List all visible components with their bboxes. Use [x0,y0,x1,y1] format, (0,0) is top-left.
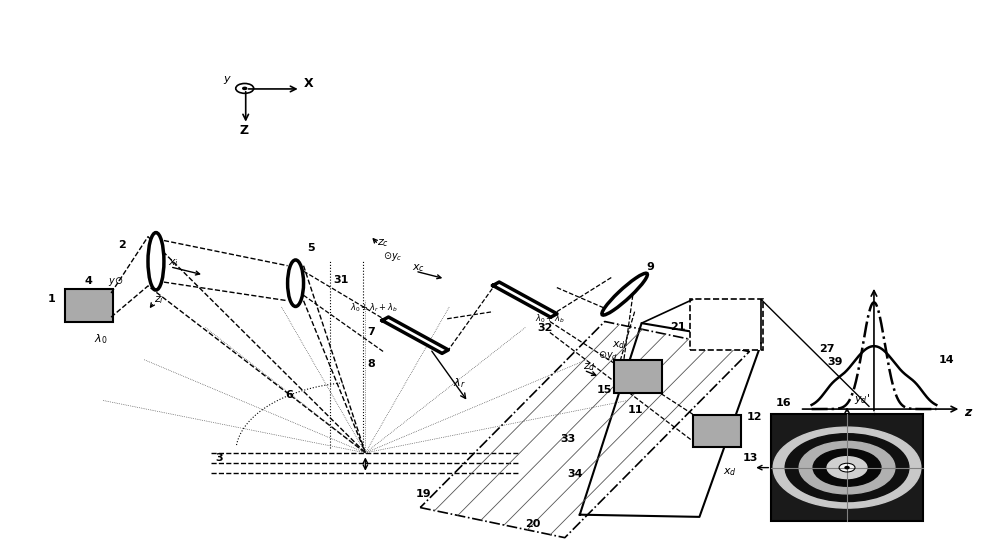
Circle shape [839,463,855,472]
Text: 9: 9 [647,262,654,272]
FancyBboxPatch shape [771,414,923,521]
Text: 12: 12 [746,412,762,422]
Text: 3: 3 [216,453,223,463]
Text: 15: 15 [597,384,612,395]
Text: $z_c$: $z_c$ [377,237,389,249]
Ellipse shape [602,273,647,315]
Circle shape [243,87,247,90]
FancyBboxPatch shape [690,299,763,350]
Text: y: y [224,74,230,84]
Text: 11: 11 [628,405,643,415]
Text: Z: Z [240,124,249,137]
Text: $\lambda_0$: $\lambda_0$ [94,332,108,346]
Text: ⊙$y_d$: ⊙$y_d$ [598,349,618,362]
Text: 2: 2 [118,240,126,250]
Text: 1: 1 [47,294,55,304]
Text: 32: 32 [537,323,552,333]
Text: ⊙$y_c$: ⊙$y_c$ [383,250,403,262]
Text: $x_i$: $x_i$ [168,258,179,270]
Text: $y$⊙: $y$⊙ [108,276,123,288]
Circle shape [773,427,921,508]
Text: 39: 39 [827,358,843,367]
Circle shape [799,441,895,494]
Text: 21: 21 [671,322,686,332]
Text: 27: 27 [819,344,835,354]
Text: 33: 33 [560,434,575,444]
Text: $z_d$: $z_d$ [583,361,596,373]
Text: 6: 6 [286,390,293,400]
Text: 8: 8 [367,359,375,369]
Text: 31: 31 [333,275,349,285]
Circle shape [827,456,867,478]
Text: $\lambda_r$: $\lambda_r$ [453,377,466,390]
Text: $\lambda_0+\lambda_r+\lambda_b$: $\lambda_0+\lambda_r+\lambda_b$ [350,301,398,314]
Polygon shape [382,317,448,354]
Circle shape [845,466,849,469]
Text: $x_c$: $x_c$ [412,262,425,274]
Text: 7: 7 [367,327,375,337]
FancyBboxPatch shape [65,289,113,322]
FancyBboxPatch shape [693,415,741,447]
FancyBboxPatch shape [614,360,662,393]
Circle shape [813,449,881,486]
Text: $\lambda_0+\lambda_b$: $\lambda_0+\lambda_b$ [535,312,565,325]
Text: $z_i$: $z_i$ [154,294,164,306]
Text: 20: 20 [525,519,540,529]
Text: 16: 16 [775,398,791,408]
Text: 4: 4 [84,276,92,287]
Text: z: z [964,406,971,419]
Text: $x_d$: $x_d$ [723,466,737,478]
Text: 13: 13 [742,453,758,463]
Ellipse shape [148,233,164,290]
Text: $x_d$: $x_d$ [612,339,626,351]
Ellipse shape [288,260,304,306]
Text: 5: 5 [308,244,315,254]
Text: 14: 14 [939,355,954,365]
Text: X: X [304,77,313,90]
Text: $y_d$': $y_d$' [854,392,870,406]
Text: 19: 19 [415,488,431,499]
Polygon shape [493,282,557,317]
Text: 34: 34 [568,470,583,480]
Circle shape [785,434,909,502]
